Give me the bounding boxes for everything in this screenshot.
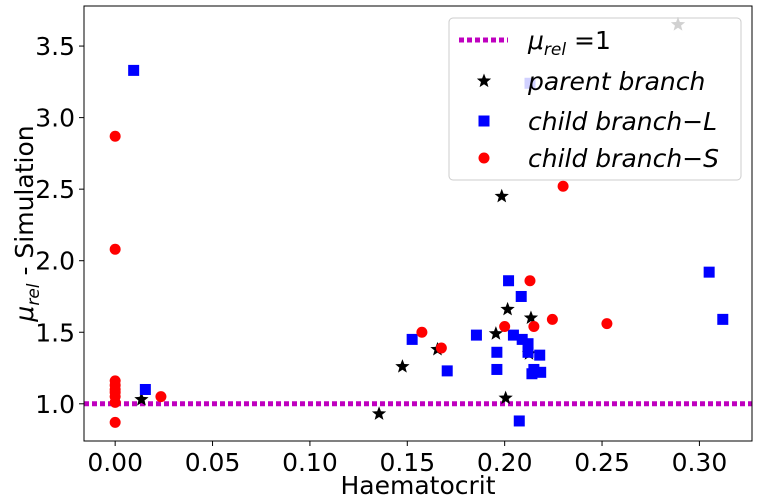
legend-label-mu: μ: [527, 26, 544, 55]
data-point: [494, 188, 509, 203]
x-tick-label: 0.10: [282, 448, 338, 477]
data-point: [528, 321, 540, 333]
data-point: [500, 301, 515, 316]
data-point: [499, 321, 511, 333]
data-point: [109, 130, 121, 142]
data-point: [371, 406, 387, 420]
plot-layer: [84, 17, 752, 428]
data-point: [155, 391, 167, 403]
y-tick-label: 1.5: [35, 318, 75, 347]
data-point: [546, 313, 558, 325]
legend-circle-icon: [478, 152, 490, 164]
y-tick-label: 2.0: [35, 247, 75, 276]
data-point: [522, 346, 534, 358]
y-tick-label: 2.5: [35, 175, 75, 204]
data-point: [491, 363, 503, 375]
legend-label: μrel =1: [527, 26, 611, 60]
plot-frame: [83, 5, 753, 442]
legend-label-rest: =1: [566, 26, 611, 55]
data-point: [557, 180, 569, 192]
data-point: [128, 64, 140, 76]
data-point: [109, 416, 121, 428]
data-point: [503, 275, 515, 287]
data-point: [491, 346, 503, 358]
y-axis-label: μrel - Simulation: [10, 125, 44, 322]
x-tick-label: 0.25: [574, 448, 630, 477]
y-label-sub: rel: [24, 283, 44, 305]
data-point: [523, 310, 539, 325]
legend-label: child branch−L: [528, 107, 717, 136]
y-tick-label: 3.5: [35, 32, 75, 61]
data-point: [522, 338, 534, 350]
data-point: [488, 326, 504, 340]
data-point: [395, 359, 410, 373]
legend-box: [448, 17, 742, 181]
ticks-layer: 0.00 0.05 0.10 0.15 0.20 0.25 0.30 1.0 1.5 2.0 2.5…: [35, 32, 727, 477]
y-tick-label: 1.0: [35, 390, 75, 419]
data-point: [435, 342, 447, 354]
legend-label: child branch−S: [528, 144, 719, 173]
data-point: [601, 318, 613, 330]
data-point: [416, 326, 428, 338]
data-point: [507, 329, 519, 341]
data-point: [109, 243, 121, 255]
x-tick-label: 0.30: [672, 448, 728, 477]
data-point: [139, 383, 151, 395]
data-point: [528, 363, 540, 375]
x-axis-label: Haematocrit: [340, 471, 495, 500]
x-tick-label: 0.20: [477, 448, 533, 477]
data-point: [109, 396, 121, 408]
legend-label-sub: rel: [544, 40, 566, 60]
data-point: [516, 333, 528, 345]
x-tick-label: 0.00: [87, 448, 143, 477]
data-point: [513, 415, 525, 427]
legend-square-icon: [478, 115, 490, 127]
legend-label: parent branch: [527, 67, 705, 96]
data-point: [406, 333, 418, 345]
legend: μrel =1 parent branch child branch−L child …: [448, 17, 742, 181]
data-point: [134, 392, 149, 406]
data-point: [535, 366, 547, 378]
data-point: [534, 349, 546, 361]
data-point: [524, 275, 536, 287]
data-point: [703, 266, 715, 278]
data-point: [441, 365, 453, 377]
data-point: [470, 329, 482, 341]
legend-star-icon: [476, 73, 492, 88]
y-label-mu: μ: [10, 306, 39, 323]
y-label-rest: - Simulation: [10, 125, 39, 283]
data-point: [498, 390, 513, 405]
data-point: [717, 313, 729, 325]
x-tick-label: 0.05: [185, 448, 241, 477]
x-tick-label: 0.15: [379, 448, 435, 477]
y-tick-label: 3.0: [35, 104, 75, 133]
series-square: [128, 64, 729, 427]
series-circle: [109, 130, 613, 428]
data-point: [515, 290, 527, 302]
